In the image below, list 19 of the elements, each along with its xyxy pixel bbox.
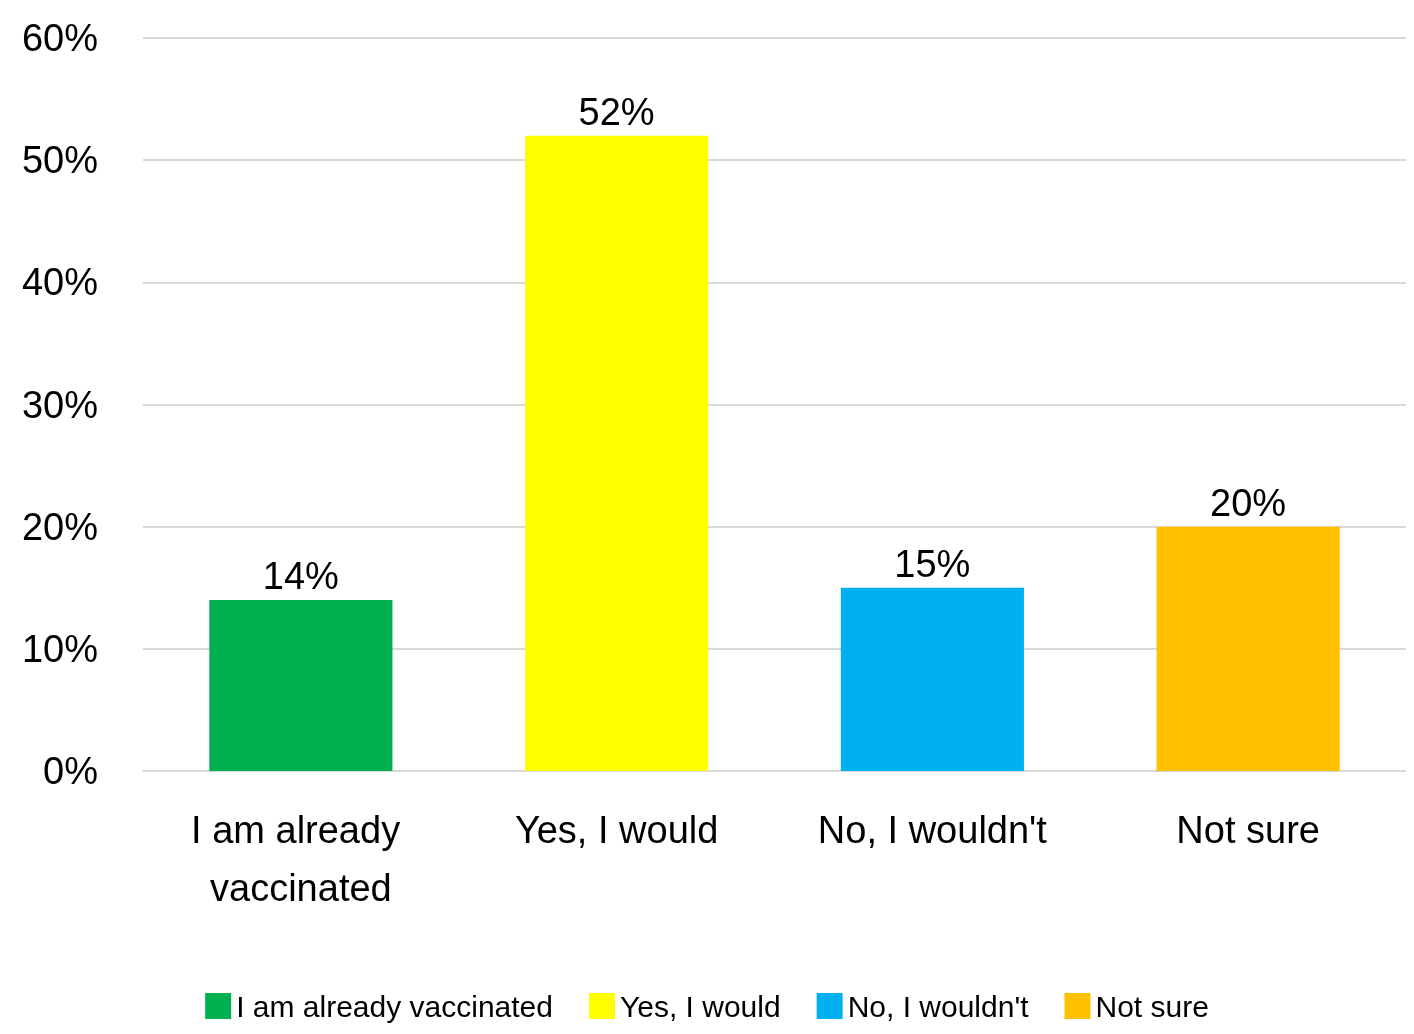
- y-tick-label: 30%: [21, 383, 98, 426]
- y-tick-label: 10%: [21, 627, 98, 670]
- x-tick-label: Not sure: [1176, 809, 1320, 851]
- y-tick-label: 40%: [21, 261, 98, 304]
- legend-label: I am already vaccinated: [236, 989, 553, 1023]
- x-tick-label: No, I wouldn't: [817, 809, 1048, 851]
- x-tick-label: I am already vaccinated: [191, 809, 411, 909]
- y-tick-label: 50%: [21, 139, 98, 182]
- data-label: 15%: [894, 542, 971, 585]
- y-tick-label: 20%: [21, 505, 98, 548]
- x-tick-label: Yes, I would: [514, 809, 719, 851]
- data-label: 20%: [1210, 481, 1287, 524]
- data-label: 52%: [578, 90, 655, 133]
- legend-label: Yes, I would: [619, 989, 781, 1023]
- y-tick-label: 0%: [43, 750, 98, 792]
- y-tick-label: 60%: [21, 17, 98, 59]
- legend-label: Not sure: [1095, 989, 1209, 1023]
- data-label: 14%: [262, 554, 339, 597]
- legend-label: No, I wouldn't: [847, 989, 1030, 1023]
